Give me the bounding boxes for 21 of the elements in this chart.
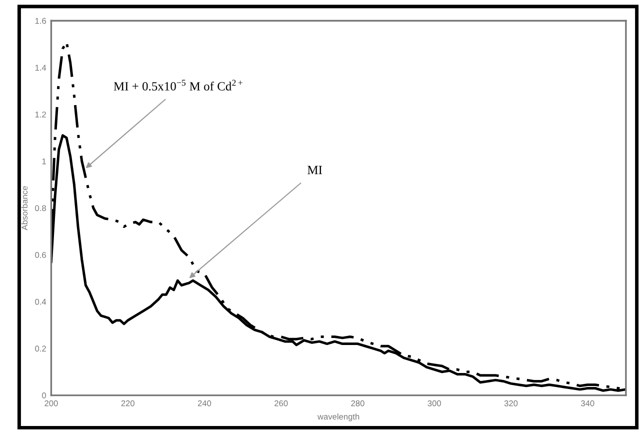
x-tick-label: 320 — [504, 400, 518, 406]
x-axis-title: wavelength — [317, 413, 360, 422]
y-axis-title: Absorbance — [21, 186, 28, 230]
x-tick-label: 200 — [44, 400, 58, 406]
y-tick-label: 1.2 — [35, 112, 46, 118]
annotation: MI — [308, 166, 322, 174]
y-tick-label: 0.8 — [35, 205, 46, 212]
x-tick-label: 300 — [428, 400, 441, 406]
y-tick-label: 1.6 — [35, 18, 46, 24]
y-tick-label: 0.6 — [35, 252, 46, 258]
x-tick-label: 240 — [198, 400, 212, 406]
y-tick-label: 0.2 — [35, 346, 46, 352]
annotation: MI + 0.5x10$^{−5}$ M of Cd$^{2+}$ — [114, 80, 242, 91]
y-tick-label: 0.4 — [35, 298, 46, 305]
y-tick-label: 1 — [42, 158, 46, 164]
x-tick-label: 220 — [121, 400, 134, 406]
y-tick-label: 1.4 — [35, 64, 46, 71]
x-tick-label: 260 — [274, 400, 288, 406]
x-tick-label: 340 — [580, 400, 594, 406]
y-tick-label: 0 — [42, 392, 46, 398]
x-tick-label: 280 — [351, 400, 364, 406]
